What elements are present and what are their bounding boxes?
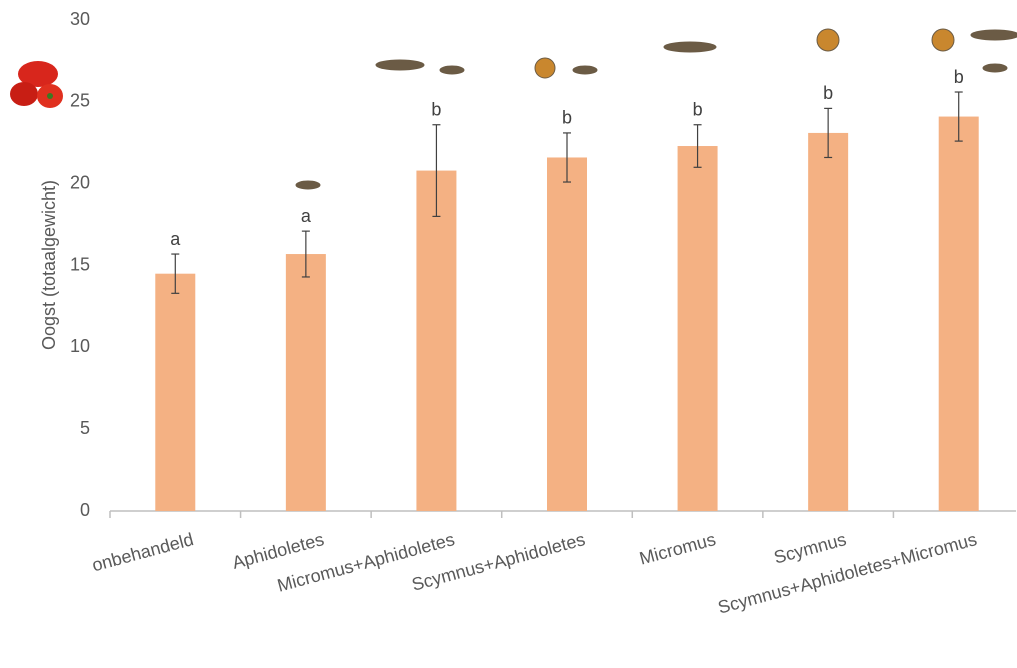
y-axis-label: Oogst (totaalgewicht) [39,180,59,350]
y-tick-label: 25 [70,91,90,111]
x-tick-label: onbehandeld [90,529,196,575]
y-tick-label: 20 [70,172,90,192]
significance-letter: b [431,99,441,119]
bar [938,116,979,512]
significance-letter: a [170,229,181,249]
error-bar [824,107,833,159]
bar [155,273,196,511]
bar [808,132,849,511]
x-tick-label: Scymnus [772,529,849,567]
y-tick-label: 0 [80,500,90,520]
bar [285,254,326,511]
error-bar [954,91,963,142]
insect-icon [295,28,1017,190]
significance-letter: b [693,99,703,119]
significance-letter: a [301,206,312,226]
error-bar [563,132,571,183]
y-tick-label: 5 [80,418,90,438]
significance-letter: b [562,108,572,128]
significance-letter: b [954,67,964,87]
y-tick-label: 15 [70,254,90,274]
pepper-icon [10,61,63,108]
bar [677,146,718,512]
error-bar [171,253,180,294]
y-tick-label: 30 [70,9,90,29]
y-tick-label: 10 [70,336,90,356]
bar [547,157,587,512]
error-bar [693,124,702,168]
error-bar [301,230,310,278]
significance-letter: b [823,83,833,103]
x-tick-label: Scymnus+Aphidoletes+Micromus [716,529,979,617]
bar [416,170,457,511]
x-tick-label: Micromus [637,529,718,569]
error-bar [432,124,441,217]
